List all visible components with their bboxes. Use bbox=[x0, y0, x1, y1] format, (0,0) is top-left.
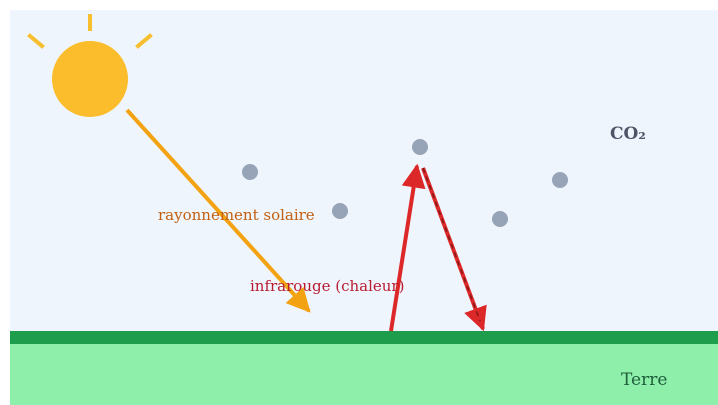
sun-ray-left bbox=[27, 33, 45, 49]
ground-surface-line bbox=[10, 331, 718, 344]
sun-ray-right bbox=[135, 33, 153, 49]
co2-molecule-icon bbox=[552, 172, 568, 188]
infrared-label: infrarouge (chaleur) bbox=[250, 277, 404, 295]
sun-icon bbox=[27, 14, 153, 117]
co2-molecule-icon bbox=[412, 139, 428, 155]
ground bbox=[10, 343, 718, 405]
earth-label: Terre bbox=[621, 370, 667, 390]
co2-label: CO₂ bbox=[610, 124, 646, 144]
co2-molecule-icon bbox=[332, 203, 348, 219]
infrared-reemitted-dash bbox=[422, 167, 481, 322]
co2-molecule-icon bbox=[492, 211, 508, 227]
infrared-emitted-arrow bbox=[389, 163, 426, 332]
solar-radiation-label: rayonnement solaire bbox=[158, 206, 315, 224]
co2-molecule-icon bbox=[242, 164, 258, 180]
solar-radiation-arrow bbox=[125, 108, 311, 313]
sun-disc bbox=[52, 41, 128, 117]
sky-background bbox=[10, 10, 718, 332]
